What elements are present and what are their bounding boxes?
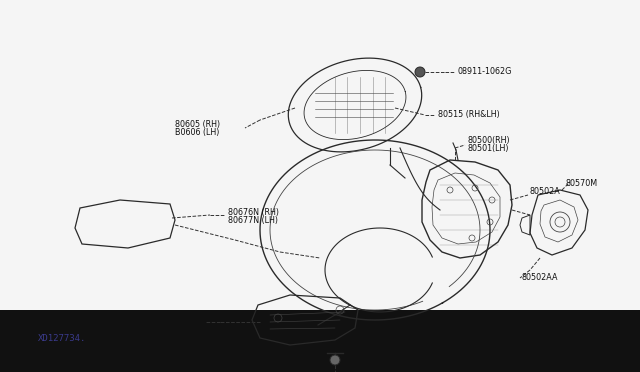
Text: B0671 (LH): B0671 (LH): [120, 321, 164, 330]
Bar: [0, 310, 640, 372]
Text: 80677N (LH): 80677N (LH): [228, 215, 278, 224]
Text: 80502A: 80502A: [530, 187, 561, 196]
Text: 80676N (RH): 80676N (RH): [228, 208, 279, 217]
Text: 80502AA: 80502AA: [522, 273, 559, 282]
Text: 80501(LH): 80501(LH): [468, 144, 509, 154]
Text: XD127734.: XD127734.: [38, 334, 87, 343]
Text: 08911-1062G: 08911-1062G: [458, 67, 513, 77]
Bar: [0, 0, 640, 310]
Text: 80570M: 80570M: [565, 179, 597, 187]
Text: 80515 (RH&LH): 80515 (RH&LH): [438, 110, 500, 119]
Text: B0670 (RH): B0670 (RH): [120, 314, 166, 323]
Circle shape: [415, 67, 425, 77]
Text: 80605 (RH): 80605 (RH): [175, 121, 220, 129]
Text: 80500(RH): 80500(RH): [468, 137, 511, 145]
Circle shape: [330, 355, 340, 365]
Text: B0606 (LH): B0606 (LH): [175, 128, 220, 138]
